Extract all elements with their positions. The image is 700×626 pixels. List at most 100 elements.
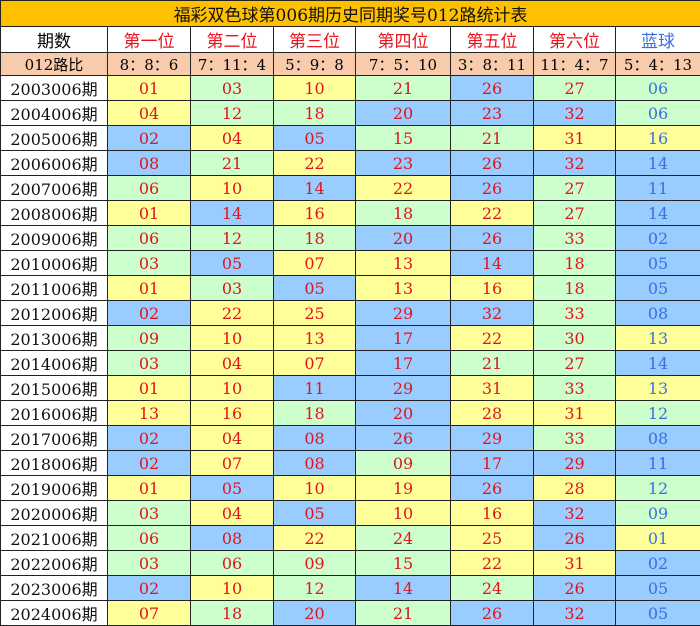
header-period: 期数 (1, 27, 108, 53)
period-cell: 2009006期 (1, 226, 108, 251)
header-pos5: 第五位 (451, 27, 534, 53)
ratio-cell: 7：11：4 (191, 53, 274, 76)
red-ball-cell: 03 (108, 551, 191, 576)
red-ball-cell: 27 (534, 201, 616, 226)
red-ball-cell: 26 (451, 226, 534, 251)
blue-ball-cell: 08 (616, 426, 700, 451)
red-ball-cell: 33 (534, 376, 616, 401)
red-ball-cell: 12 (191, 101, 274, 126)
red-ball-cell: 05 (274, 501, 356, 526)
period-cell: 2018006期 (1, 451, 108, 476)
header-pos2: 第二位 (191, 27, 274, 53)
red-ball-cell: 01 (108, 476, 191, 501)
period-cell: 2006006期 (1, 151, 108, 176)
red-ball-cell: 22 (191, 301, 274, 326)
blue-ball-cell: 09 (616, 501, 700, 526)
red-ball-cell: 21 (356, 601, 451, 626)
red-ball-cell: 17 (356, 351, 451, 376)
red-ball-cell: 29 (534, 451, 616, 476)
red-ball-cell: 27 (534, 351, 616, 376)
red-ball-cell: 03 (108, 501, 191, 526)
red-ball-cell: 19 (356, 476, 451, 501)
blue-ball-cell: 05 (616, 576, 700, 601)
red-ball-cell: 28 (534, 476, 616, 501)
red-ball-cell: 22 (451, 551, 534, 576)
red-ball-cell: 01 (108, 201, 191, 226)
ratio-cell: 11：4：7 (534, 53, 616, 76)
red-ball-cell: 23 (356, 151, 451, 176)
red-ball-cell: 10 (191, 376, 274, 401)
red-ball-cell: 31 (534, 551, 616, 576)
blue-ball-cell: 01 (616, 526, 700, 551)
red-ball-cell: 14 (274, 176, 356, 201)
red-ball-cell: 04 (191, 426, 274, 451)
period-cell: 2008006期 (1, 201, 108, 226)
red-ball-cell: 14 (191, 201, 274, 226)
red-ball-cell: 25 (274, 301, 356, 326)
red-ball-cell: 26 (534, 576, 616, 601)
period-cell: 2007006期 (1, 176, 108, 201)
red-ball-cell: 22 (451, 326, 534, 351)
period-cell: 2014006期 (1, 351, 108, 376)
red-ball-cell: 07 (274, 351, 356, 376)
red-ball-cell: 28 (451, 401, 534, 426)
red-ball-cell: 01 (108, 76, 191, 101)
blue-ball-cell: 05 (616, 276, 700, 301)
red-ball-cell: 02 (108, 126, 191, 151)
red-ball-cell: 10 (356, 501, 451, 526)
red-ball-cell: 10 (191, 326, 274, 351)
period-cell: 2016006期 (1, 401, 108, 426)
red-ball-cell: 21 (191, 151, 274, 176)
red-ball-cell: 04 (191, 501, 274, 526)
red-ball-cell: 32 (534, 601, 616, 626)
red-ball-cell: 08 (108, 151, 191, 176)
red-ball-cell: 33 (534, 426, 616, 451)
red-ball-cell: 26 (451, 476, 534, 501)
header-pos4: 第四位 (356, 27, 451, 53)
red-ball-cell: 02 (108, 451, 191, 476)
ratio-cell: 7：5：10 (356, 53, 451, 76)
red-ball-cell: 10 (191, 176, 274, 201)
red-ball-cell: 26 (356, 426, 451, 451)
red-ball-cell: 31 (534, 401, 616, 426)
ratio-cell: 5：9：8 (274, 53, 356, 76)
red-ball-cell: 26 (534, 526, 616, 551)
red-ball-cell: 12 (274, 576, 356, 601)
period-cell: 2012006期 (1, 301, 108, 326)
red-ball-cell: 01 (108, 276, 191, 301)
period-cell: 2021006期 (1, 526, 108, 551)
red-ball-cell: 15 (356, 126, 451, 151)
blue-ball-cell: 05 (616, 601, 700, 626)
red-ball-cell: 33 (534, 226, 616, 251)
red-ball-cell: 32 (534, 501, 616, 526)
header-row: 期数 第一位 第二位 第三位 第四位 第五位 第六位 蓝球 (1, 27, 700, 53)
red-ball-cell: 22 (274, 151, 356, 176)
red-ball-cell: 22 (274, 526, 356, 551)
period-cell: 2004006期 (1, 101, 108, 126)
red-ball-cell: 21 (451, 351, 534, 376)
red-ball-cell: 26 (451, 76, 534, 101)
ratio-cell: 5：4：13 (616, 53, 700, 76)
blue-ball-cell: 08 (616, 301, 700, 326)
red-ball-cell: 20 (274, 601, 356, 626)
red-ball-cell: 14 (356, 576, 451, 601)
red-ball-cell: 29 (356, 376, 451, 401)
period-cell: 2020006期 (1, 501, 108, 526)
red-ball-cell: 26 (451, 601, 534, 626)
red-ball-cell: 02 (108, 576, 191, 601)
table-title: 福彩双色球第006期历史同期奖号012路统计表 (1, 1, 700, 27)
red-ball-cell: 16 (451, 501, 534, 526)
red-ball-cell: 20 (356, 401, 451, 426)
ratio-label: 012路比 (1, 53, 108, 76)
blue-ball-cell: 11 (616, 176, 700, 201)
red-ball-cell: 09 (274, 551, 356, 576)
red-ball-cell: 23 (451, 101, 534, 126)
